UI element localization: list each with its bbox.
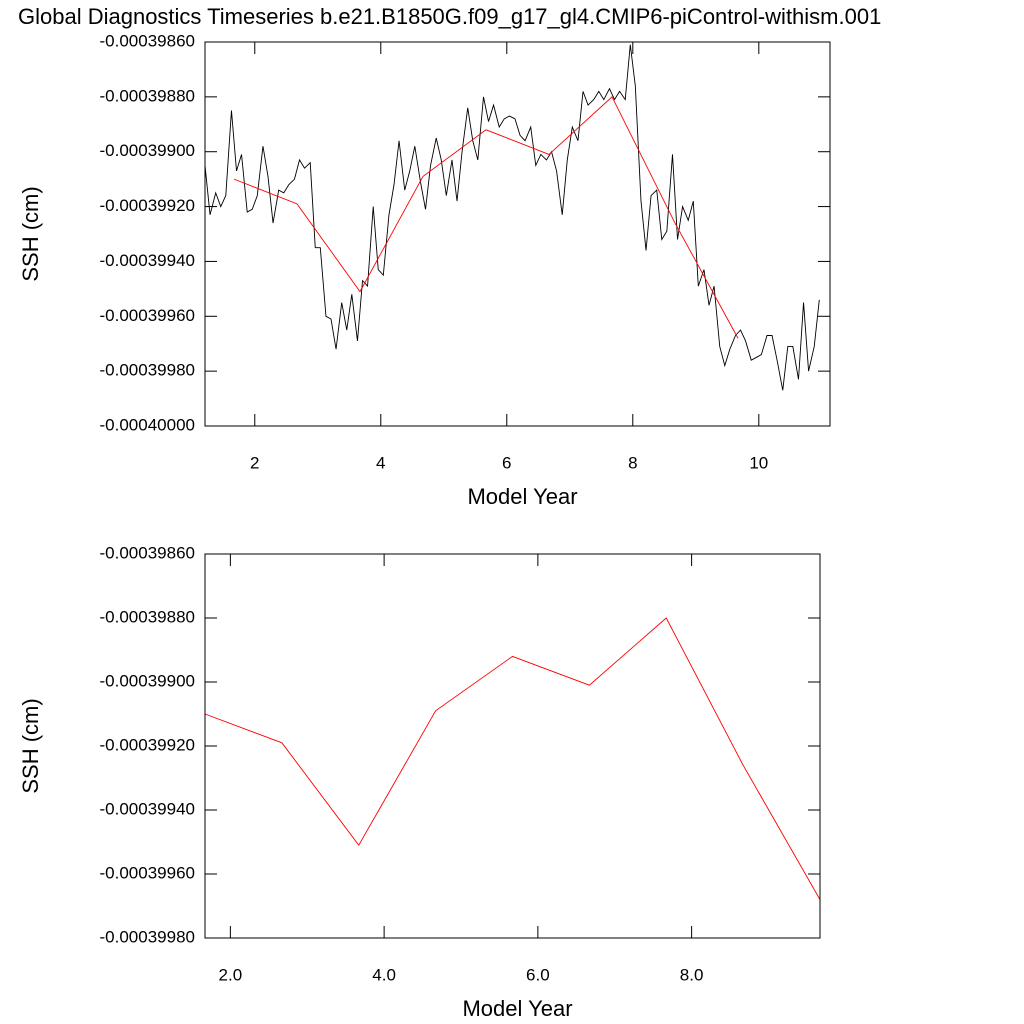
x-tick-label: 8.0: [680, 965, 704, 984]
y-tick-label: -0.00039980: [100, 361, 195, 380]
x-axis-label: Model Year: [467, 484, 577, 509]
y-tick-label: -0.00039920: [100, 735, 195, 754]
x-tick-label: 6.0: [526, 965, 550, 984]
y-tick-label: -0.00039900: [100, 671, 195, 690]
x-tick-label: 2: [250, 453, 259, 472]
plot-frame: [204, 41, 831, 427]
x-tick-label: 10: [749, 453, 768, 472]
x-tick-label: 6: [502, 453, 511, 472]
y-tick-label: -0.00039880: [100, 86, 195, 105]
data-line: [233, 96, 739, 339]
y-tick-label: -0.00039860: [100, 543, 195, 562]
y-tick-label: -0.00039920: [100, 196, 195, 215]
y-tick-label: -0.00039940: [100, 799, 195, 818]
chart-title: Global Diagnostics Timeseries b.e21.B185…: [18, 4, 881, 29]
x-tick-label: 4.0: [372, 965, 396, 984]
y-tick-label: -0.00039900: [100, 141, 195, 160]
y-axis-label: SSH (cm): [18, 186, 43, 281]
x-tick-label: 4: [376, 453, 385, 472]
y-tick-label: -0.00040000: [100, 415, 195, 434]
data-line: [204, 44, 820, 391]
y-tick-label: -0.00039940: [100, 251, 195, 270]
x-tick-label: 2.0: [219, 965, 243, 984]
y-axis-label: SSH (cm): [18, 698, 43, 793]
data-line: [204, 617, 821, 900]
y-tick-label: -0.00039960: [100, 306, 195, 325]
y-tick-label: -0.00039980: [100, 927, 195, 946]
x-tick-label: 8: [628, 453, 637, 472]
y-tick-label: -0.00039880: [100, 607, 195, 626]
y-tick-label: -0.00039860: [100, 31, 195, 50]
y-tick-label: -0.00039960: [100, 863, 195, 882]
x-axis-label: Model Year: [462, 996, 572, 1021]
